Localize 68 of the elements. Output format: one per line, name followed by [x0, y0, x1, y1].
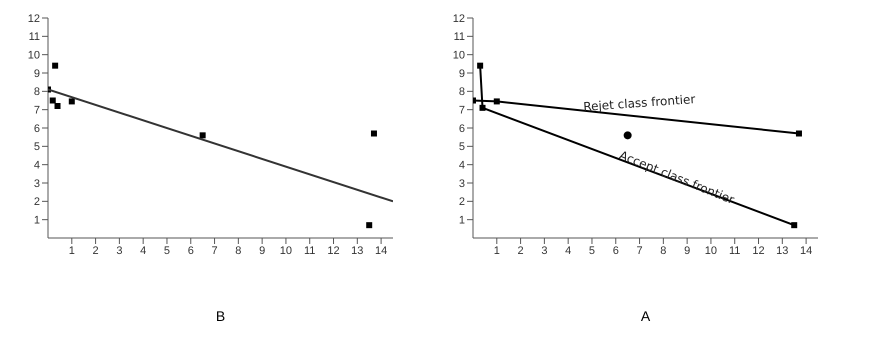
y-tick-label: 3 — [34, 178, 40, 190]
x-tick-label: 10 — [280, 244, 292, 257]
y-tick-label: 1 — [458, 214, 465, 227]
point — [68, 98, 75, 104]
x-tick-label: 6 — [612, 244, 619, 257]
point — [791, 222, 798, 228]
x-tick-label: 10 — [704, 244, 718, 257]
x-tick-label: 8 — [660, 244, 666, 257]
y-tick-label: 6 — [34, 122, 40, 135]
x-tick-label: 7 — [211, 244, 218, 257]
x-tick-label: 4 — [140, 244, 146, 257]
y-tick-label: 4 — [34, 160, 40, 172]
y-tick-label: 4 — [458, 160, 465, 172]
x-axis-title: A — [640, 308, 652, 324]
point — [52, 62, 58, 69]
y-tick-label: 12 — [28, 12, 40, 25]
x-tick-label: 7 — [636, 244, 643, 257]
x-tick-label: 11 — [304, 244, 316, 257]
point — [477, 62, 484, 69]
y-tick-label: 10 — [28, 50, 40, 62]
point — [480, 104, 486, 111]
y-tick-label: 6 — [458, 122, 465, 135]
x-tick-label: 14 — [800, 244, 812, 257]
y-tick-label: 8 — [34, 86, 40, 98]
x-tick-label: 6 — [188, 244, 194, 257]
point — [200, 132, 206, 138]
y-tick-label: 9 — [458, 68, 465, 80]
y-tick-label: 5 — [34, 141, 40, 154]
x-tick-label: 12 — [327, 244, 340, 257]
x-tick-label: 9 — [259, 244, 266, 257]
x-tick-label: 5 — [588, 244, 596, 257]
annotation: Rejet class frontier — [582, 92, 696, 114]
x-axis-title: B — [214, 308, 226, 324]
y-tick-label: 7 — [34, 104, 40, 117]
point — [624, 131, 632, 140]
y-tick-label: 5 — [458, 141, 465, 154]
y-tick-label: 11 — [28, 31, 40, 44]
x-tick-label: 3 — [541, 244, 548, 257]
x-tick-label: 13 — [776, 244, 788, 257]
y-tick-label: 12 — [452, 12, 465, 25]
x-tick-label: 12 — [752, 244, 765, 257]
x-tick-label: 2 — [518, 244, 524, 257]
y-tick-label: 9 — [34, 68, 40, 80]
y-tick-label: 8 — [458, 86, 465, 98]
x-tick-label: 5 — [164, 244, 170, 257]
y-tick-label: 10 — [452, 50, 465, 62]
x-tick-label: 11 — [729, 244, 740, 257]
x-tick-label: 2 — [92, 244, 99, 257]
point — [796, 130, 802, 136]
y-tick-label: 7 — [458, 104, 465, 117]
y-tick-label: 2 — [34, 196, 40, 208]
y-tick-label: 2 — [458, 196, 465, 208]
x-tick-label: 8 — [235, 244, 242, 257]
x-tick-label: 9 — [684, 244, 690, 257]
x-tick-label: 4 — [565, 244, 572, 257]
y-tick-label: 1 — [34, 214, 40, 227]
point — [370, 130, 377, 136]
x-tick-label: 3 — [116, 244, 122, 257]
x-tick-label: 13 — [351, 244, 364, 257]
y-tick-label: 3 — [458, 178, 465, 190]
point — [50, 98, 56, 104]
point — [54, 103, 61, 109]
x-tick-label: 1 — [494, 244, 500, 257]
point — [366, 222, 372, 228]
x-tick-label: 1 — [68, 244, 75, 257]
x-tick-label: 14 — [374, 244, 388, 257]
y-tick-label: 11 — [454, 31, 465, 44]
point — [494, 98, 500, 104]
